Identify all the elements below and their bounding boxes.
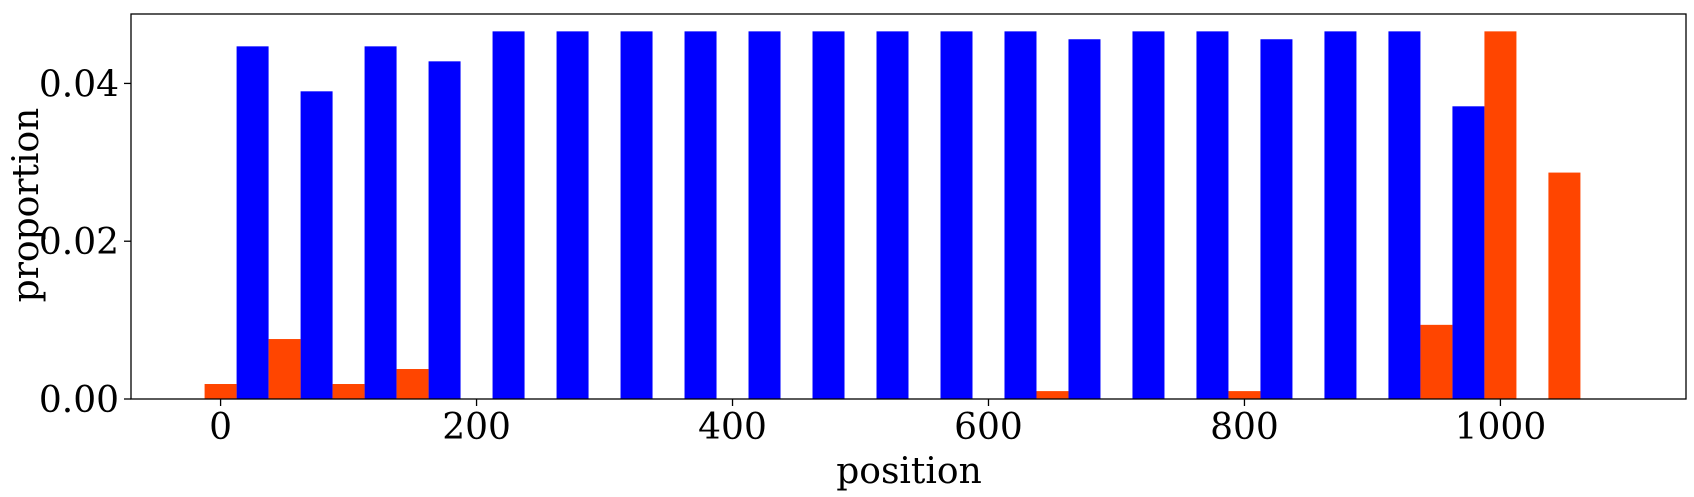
x-axis-label: position	[836, 451, 982, 492]
x-tick-label: 800	[1210, 407, 1279, 448]
bar-series1-18	[1388, 31, 1421, 400]
bar-series2-7	[1484, 31, 1517, 400]
bar-series1-6	[620, 31, 653, 400]
bar-series1-10	[876, 31, 909, 400]
bar-series1-5	[556, 31, 589, 400]
bar-series1-1	[300, 91, 333, 399]
bar-series2-3	[396, 369, 429, 399]
bar-series1-15	[1196, 31, 1229, 400]
y-tick-label: 0.04	[39, 64, 119, 105]
bar-series1-9	[812, 31, 845, 400]
bar-series2-4	[1036, 391, 1069, 399]
bar-series1-16	[1260, 39, 1293, 399]
bar-series1-4	[492, 31, 525, 400]
bar-series2-5	[1228, 391, 1261, 399]
x-tick-label: 200	[442, 407, 511, 448]
x-tick-label: 400	[698, 407, 767, 448]
bar-series1-14	[1132, 31, 1165, 400]
bar-series2-8	[1548, 172, 1581, 399]
plot-frame	[130, 13, 1687, 400]
bar-series1-19	[1452, 106, 1485, 399]
bar-series1-11	[940, 31, 973, 400]
bar-series2-0	[204, 384, 237, 399]
bar-series2-6	[1420, 324, 1453, 399]
bar-series2-2	[332, 384, 365, 399]
bar-series1-2	[364, 46, 397, 399]
x-tick-label: 1000	[1455, 407, 1547, 448]
y-tick-label: 0.02	[39, 222, 119, 263]
bars-layer	[204, 31, 1581, 400]
bar-series1-8	[748, 31, 781, 400]
x-tick-label: 600	[954, 407, 1023, 448]
bar-series1-12	[1004, 31, 1037, 400]
x-tick-label: 0	[209, 407, 232, 448]
bar-series2-1	[268, 339, 301, 399]
y-tick-label: 0.00	[39, 380, 119, 421]
bar-series1-13	[1068, 39, 1101, 399]
axes-layer: 0 200 400 600 800 1000 0.00 0.02 0.04	[39, 13, 1687, 448]
bar-series1-17	[1324, 31, 1357, 400]
bar-series1-0	[236, 46, 269, 399]
bar-series1-3	[428, 61, 461, 400]
bar-series1-7	[684, 31, 717, 400]
y-axis-label: proportion	[6, 108, 47, 303]
